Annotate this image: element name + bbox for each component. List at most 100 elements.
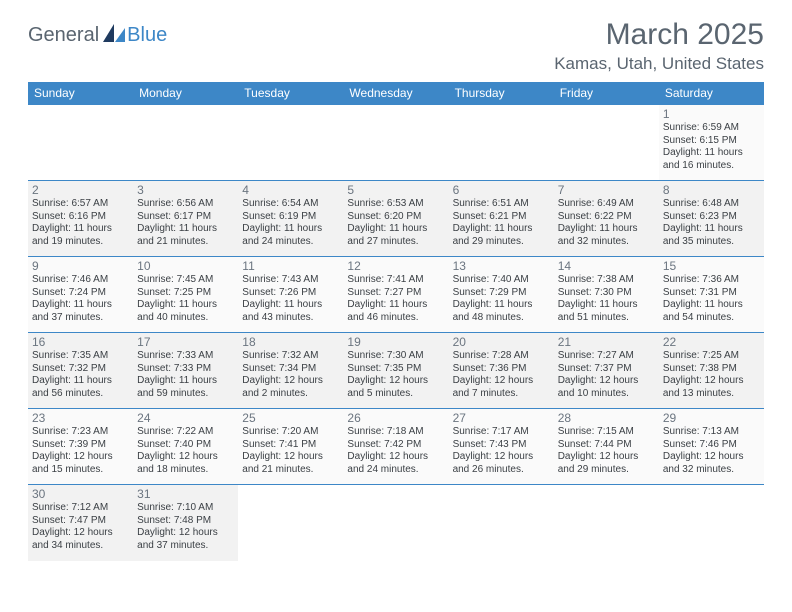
sunrise-line: Sunrise: 7:28 AM (453, 350, 550, 363)
sunset-line: Sunset: 7:42 PM (347, 439, 444, 452)
sunrise-line: Sunrise: 7:41 AM (347, 274, 444, 287)
sunrise-line: Sunrise: 7:45 AM (137, 274, 234, 287)
calendar-cell: 7Sunrise: 6:49 AMSunset: 6:22 PMDaylight… (554, 181, 659, 257)
daylight-line: Daylight: 11 hours (242, 223, 339, 236)
daylight-line: and 37 minutes. (137, 540, 234, 553)
day-number: 9 (32, 259, 129, 273)
calendar-cell: 17Sunrise: 7:33 AMSunset: 7:33 PMDayligh… (133, 333, 238, 409)
daylight-line: Daylight: 12 hours (663, 375, 760, 388)
calendar-cell: 11Sunrise: 7:43 AMSunset: 7:26 PMDayligh… (238, 257, 343, 333)
daylight-line: Daylight: 12 hours (347, 375, 444, 388)
day-header-row: Sunday Monday Tuesday Wednesday Thursday… (28, 82, 764, 105)
daylight-line: and 43 minutes. (242, 312, 339, 325)
daylight-line: and 24 minutes. (347, 464, 444, 477)
day-number: 29 (663, 411, 760, 425)
calendar-cell: 1Sunrise: 6:59 AMSunset: 6:15 PMDaylight… (659, 105, 764, 181)
sunrise-line: Sunrise: 7:25 AM (663, 350, 760, 363)
sunset-line: Sunset: 7:43 PM (453, 439, 550, 452)
location-subtitle: Kamas, Utah, United States (554, 54, 764, 74)
calendar-cell (449, 485, 554, 561)
sunrise-line: Sunrise: 7:33 AM (137, 350, 234, 363)
day-number: 1 (663, 107, 760, 121)
sunrise-line: Sunrise: 7:27 AM (558, 350, 655, 363)
daylight-line: Daylight: 11 hours (242, 299, 339, 312)
day-number: 31 (137, 487, 234, 501)
sunset-line: Sunset: 7:32 PM (32, 363, 129, 376)
daylight-line: Daylight: 11 hours (347, 223, 444, 236)
sunrise-line: Sunrise: 7:43 AM (242, 274, 339, 287)
daylight-line: Daylight: 11 hours (347, 299, 444, 312)
day-number: 10 (137, 259, 234, 273)
day-number: 24 (137, 411, 234, 425)
daylight-line: Daylight: 12 hours (137, 451, 234, 464)
calendar-cell: 2Sunrise: 6:57 AMSunset: 6:16 PMDaylight… (28, 181, 133, 257)
day-number: 14 (558, 259, 655, 273)
calendar-cell (28, 105, 133, 181)
daylight-line: Daylight: 11 hours (137, 375, 234, 388)
calendar-cell: 13Sunrise: 7:40 AMSunset: 7:29 PMDayligh… (449, 257, 554, 333)
daylight-line: and 37 minutes. (32, 312, 129, 325)
sunrise-line: Sunrise: 7:30 AM (347, 350, 444, 363)
day-number: 27 (453, 411, 550, 425)
calendar-table: Sunday Monday Tuesday Wednesday Thursday… (28, 82, 764, 561)
sunset-line: Sunset: 7:36 PM (453, 363, 550, 376)
sunset-line: Sunset: 6:16 PM (32, 211, 129, 224)
sunset-line: Sunset: 6:21 PM (453, 211, 550, 224)
month-title: March 2025 (554, 18, 764, 52)
day-number: 11 (242, 259, 339, 273)
sunrise-line: Sunrise: 6:51 AM (453, 198, 550, 211)
daylight-line: Daylight: 12 hours (32, 527, 129, 540)
sunset-line: Sunset: 6:19 PM (242, 211, 339, 224)
calendar-cell (133, 105, 238, 181)
sunrise-line: Sunrise: 6:54 AM (242, 198, 339, 211)
daylight-line: and 34 minutes. (32, 540, 129, 553)
calendar-cell (449, 105, 554, 181)
sunrise-line: Sunrise: 6:53 AM (347, 198, 444, 211)
calendar-cell: 5Sunrise: 6:53 AMSunset: 6:20 PMDaylight… (343, 181, 448, 257)
day-number: 8 (663, 183, 760, 197)
sunset-line: Sunset: 6:15 PM (663, 135, 760, 148)
sunrise-line: Sunrise: 7:35 AM (32, 350, 129, 363)
sunset-line: Sunset: 7:44 PM (558, 439, 655, 452)
daylight-line: Daylight: 11 hours (137, 223, 234, 236)
calendar-row: 23Sunrise: 7:23 AMSunset: 7:39 PMDayligh… (28, 409, 764, 485)
daylight-line: Daylight: 12 hours (453, 451, 550, 464)
daylight-line: and 13 minutes. (663, 388, 760, 401)
daylight-line: and 56 minutes. (32, 388, 129, 401)
daylight-line: Daylight: 12 hours (347, 451, 444, 464)
calendar-cell: 26Sunrise: 7:18 AMSunset: 7:42 PMDayligh… (343, 409, 448, 485)
calendar-cell: 25Sunrise: 7:20 AMSunset: 7:41 PMDayligh… (238, 409, 343, 485)
sunrise-line: Sunrise: 7:46 AM (32, 274, 129, 287)
sunset-line: Sunset: 7:30 PM (558, 287, 655, 300)
sunset-line: Sunset: 7:34 PM (242, 363, 339, 376)
sunrise-line: Sunrise: 7:22 AM (137, 426, 234, 439)
day-number: 16 (32, 335, 129, 349)
daylight-line: and 2 minutes. (242, 388, 339, 401)
calendar-cell: 19Sunrise: 7:30 AMSunset: 7:35 PMDayligh… (343, 333, 448, 409)
daylight-line: and 46 minutes. (347, 312, 444, 325)
brand-part1: General (28, 24, 99, 47)
daylight-line: and 18 minutes. (137, 464, 234, 477)
calendar-cell: 21Sunrise: 7:27 AMSunset: 7:37 PMDayligh… (554, 333, 659, 409)
sunrise-line: Sunrise: 7:40 AM (453, 274, 550, 287)
calendar-cell: 4Sunrise: 6:54 AMSunset: 6:19 PMDaylight… (238, 181, 343, 257)
calendar-cell: 28Sunrise: 7:15 AMSunset: 7:44 PMDayligh… (554, 409, 659, 485)
calendar-cell: 29Sunrise: 7:13 AMSunset: 7:46 PMDayligh… (659, 409, 764, 485)
brand-logo: General Blue (28, 24, 167, 47)
daylight-line: and 21 minutes. (242, 464, 339, 477)
daylight-line: Daylight: 11 hours (32, 375, 129, 388)
daylight-line: and 27 minutes. (347, 236, 444, 249)
daylight-line: and 29 minutes. (558, 464, 655, 477)
sunrise-line: Sunrise: 7:20 AM (242, 426, 339, 439)
day-number: 2 (32, 183, 129, 197)
sunset-line: Sunset: 7:24 PM (32, 287, 129, 300)
col-monday: Monday (133, 82, 238, 105)
sunset-line: Sunset: 6:23 PM (663, 211, 760, 224)
daylight-line: Daylight: 11 hours (137, 299, 234, 312)
daylight-line: and 10 minutes. (558, 388, 655, 401)
calendar-cell (554, 485, 659, 561)
calendar-cell: 8Sunrise: 6:48 AMSunset: 6:23 PMDaylight… (659, 181, 764, 257)
daylight-line: and 48 minutes. (453, 312, 550, 325)
calendar-cell: 10Sunrise: 7:45 AMSunset: 7:25 PMDayligh… (133, 257, 238, 333)
daylight-line: and 24 minutes. (242, 236, 339, 249)
